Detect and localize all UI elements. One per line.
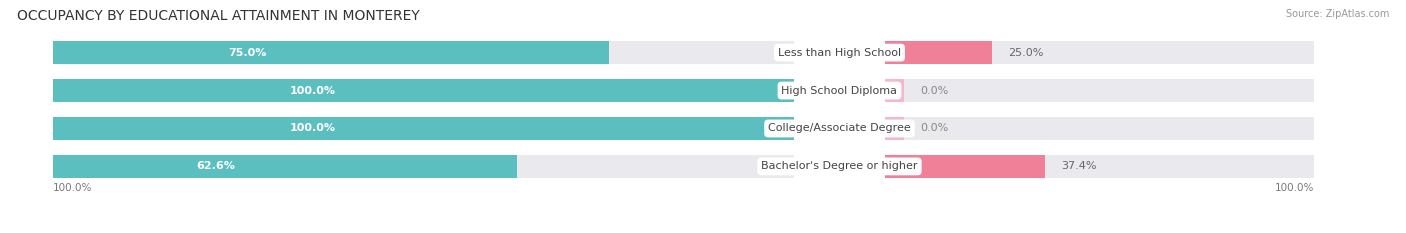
Bar — [884, 41, 1315, 64]
Bar — [884, 79, 904, 102]
Bar — [53, 41, 609, 64]
Bar — [53, 41, 794, 64]
Text: 37.4%: 37.4% — [1062, 161, 1097, 171]
Bar — [53, 79, 794, 102]
Text: 100.0%: 100.0% — [290, 86, 336, 96]
Bar — [884, 155, 1315, 178]
Text: 0.0%: 0.0% — [920, 86, 948, 96]
Text: Less than High School: Less than High School — [778, 48, 901, 58]
Bar — [53, 155, 517, 178]
Text: 62.6%: 62.6% — [195, 161, 235, 171]
Bar — [884, 155, 1046, 178]
Bar — [53, 117, 794, 140]
Text: OCCUPANCY BY EDUCATIONAL ATTAINMENT IN MONTEREY: OCCUPANCY BY EDUCATIONAL ATTAINMENT IN M… — [17, 9, 419, 23]
Text: 75.0%: 75.0% — [228, 48, 267, 58]
Bar — [53, 79, 794, 102]
Bar — [884, 117, 1315, 140]
Text: Bachelor's Degree or higher: Bachelor's Degree or higher — [761, 161, 918, 171]
Text: High School Diploma: High School Diploma — [782, 86, 897, 96]
Text: 25.0%: 25.0% — [1008, 48, 1043, 58]
Text: College/Associate Degree: College/Associate Degree — [768, 123, 911, 134]
Text: 0.0%: 0.0% — [920, 123, 948, 134]
Bar — [884, 117, 904, 140]
Bar — [53, 117, 794, 140]
Text: 100.0%: 100.0% — [53, 183, 93, 193]
Bar — [884, 79, 1315, 102]
Bar — [884, 41, 993, 64]
Text: 100.0%: 100.0% — [1275, 183, 1315, 193]
Text: 100.0%: 100.0% — [290, 123, 336, 134]
Text: Source: ZipAtlas.com: Source: ZipAtlas.com — [1285, 9, 1389, 19]
Bar — [53, 155, 794, 178]
